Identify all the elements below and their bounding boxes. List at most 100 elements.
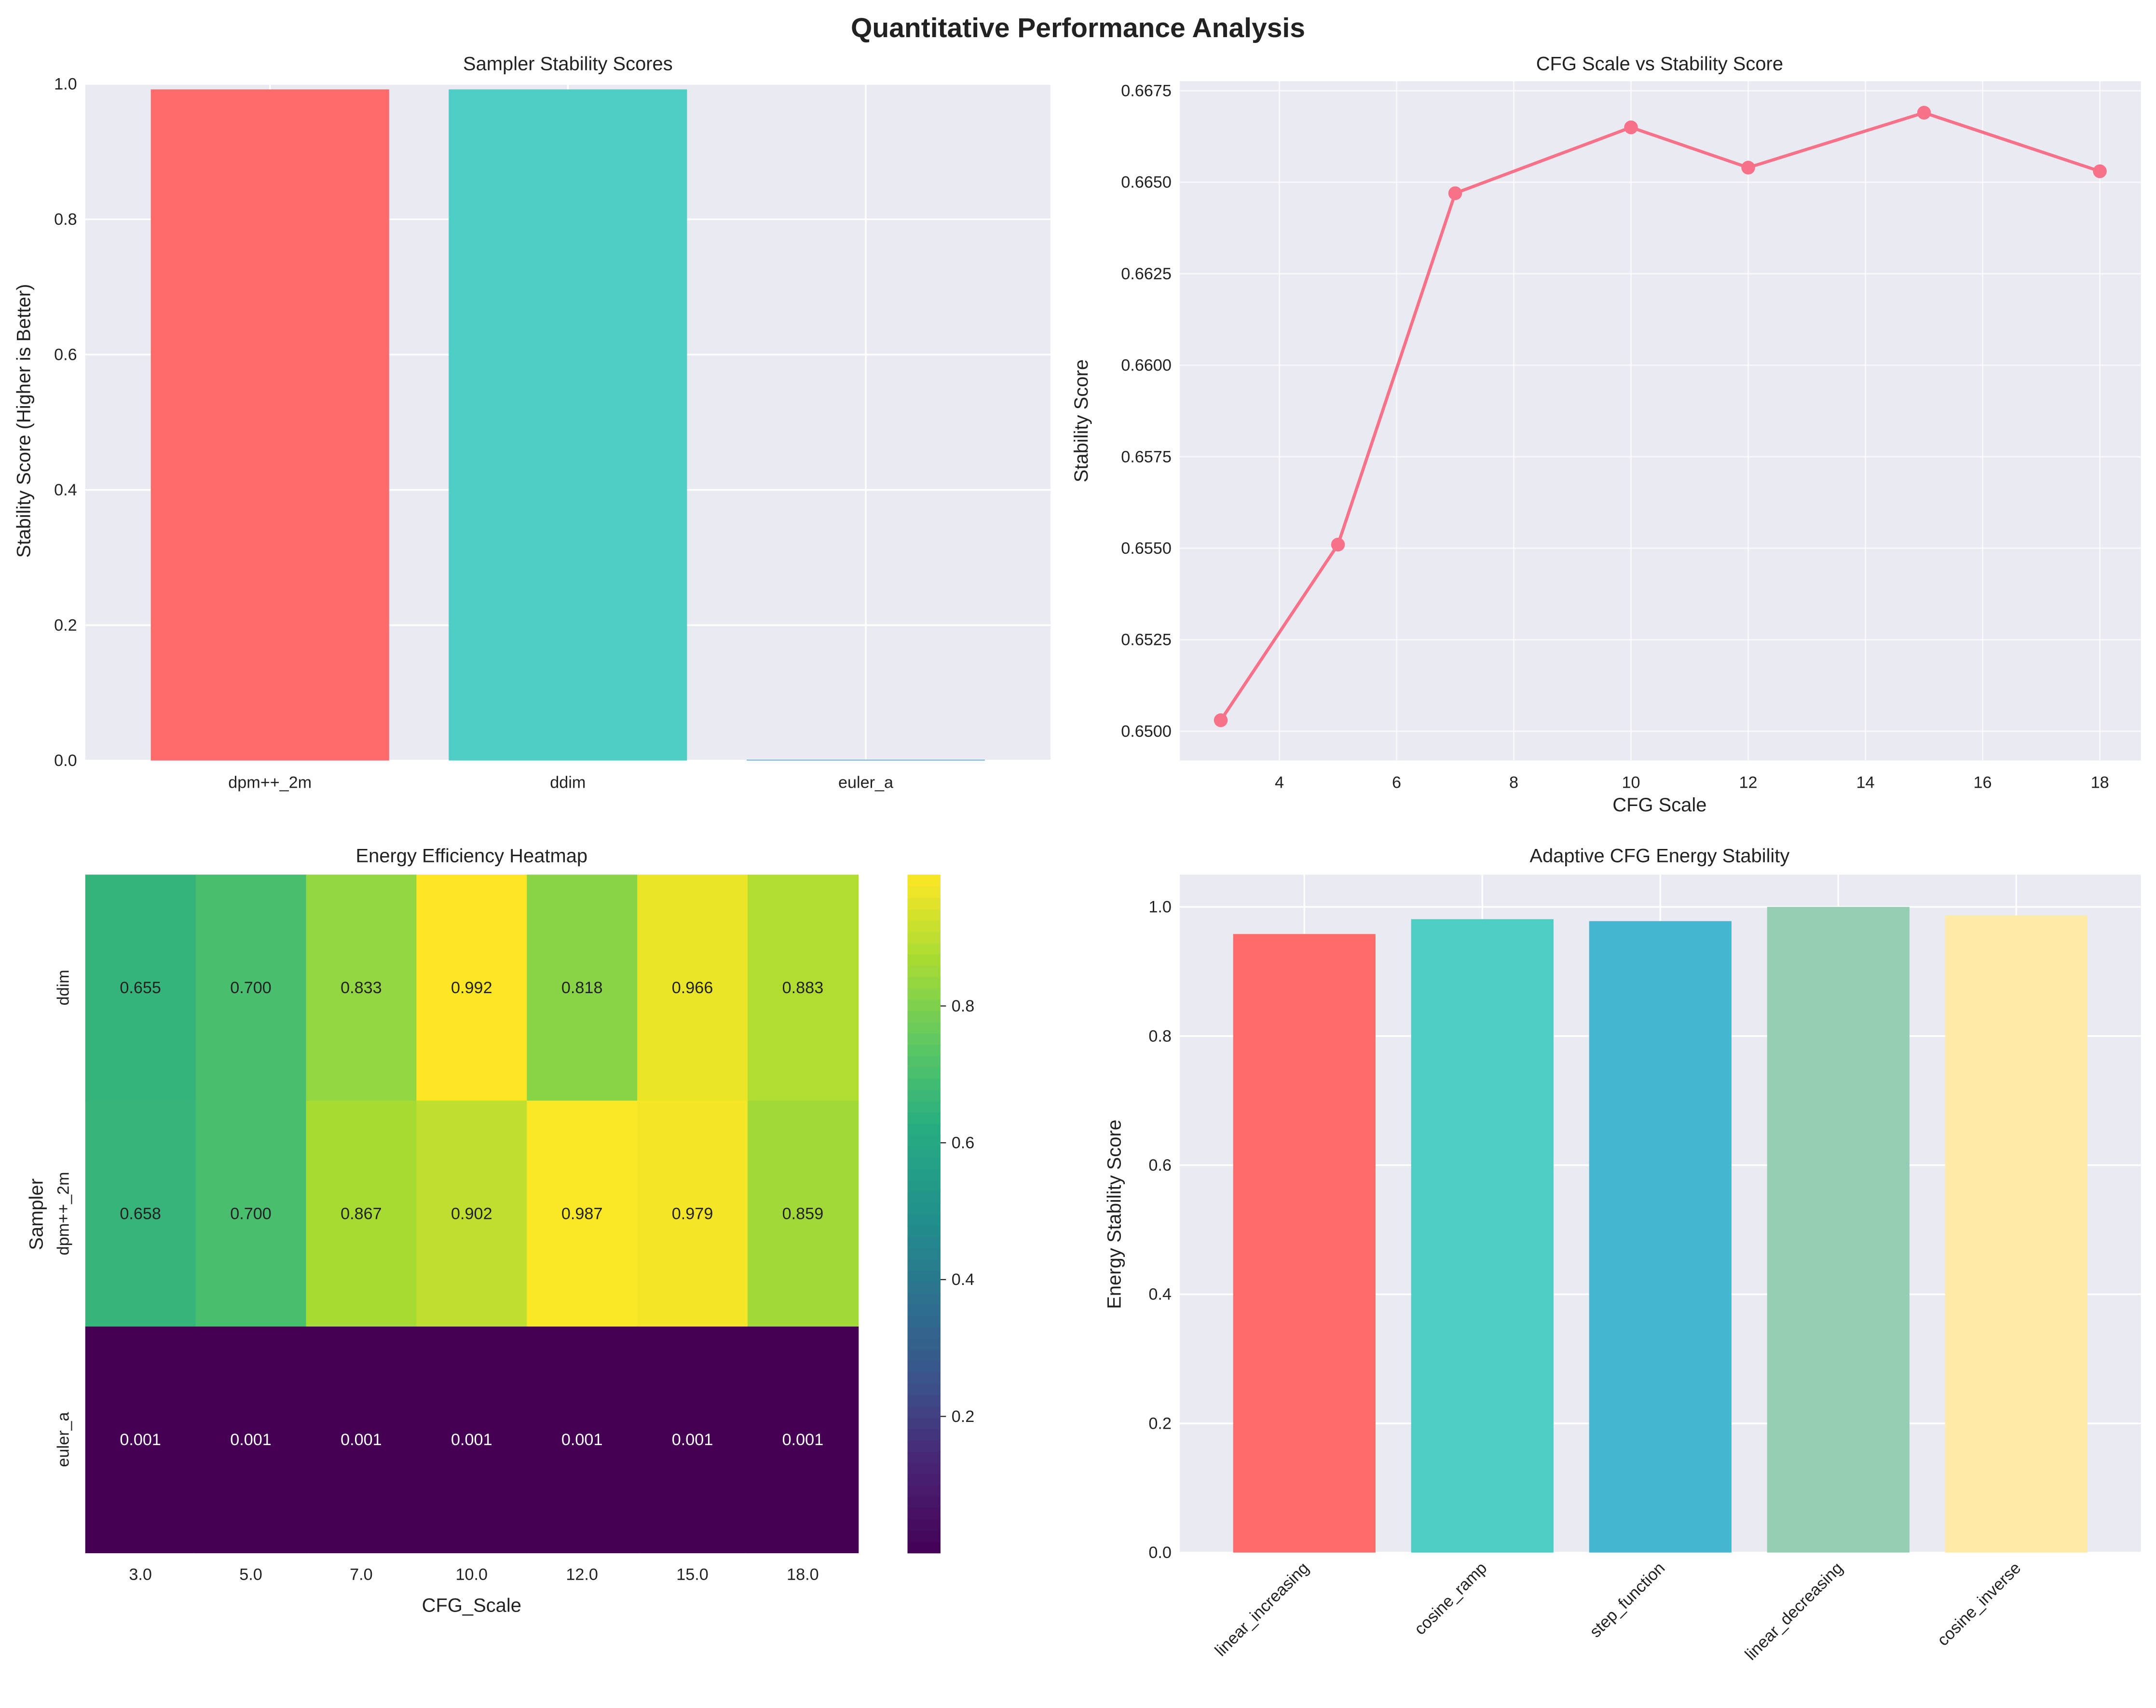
y-tick-label: 0.6600 — [1121, 356, 1172, 375]
colorbar-segment — [907, 1021, 941, 1034]
heatmap-cell — [195, 874, 307, 1102]
chart-title: CFG Scale vs Stability Score — [1536, 54, 1783, 75]
x-tick-label: 10.0 — [456, 1566, 488, 1584]
y-tick-label: 0.6 — [1148, 1156, 1172, 1175]
x-tick-label: 12 — [1739, 774, 1758, 792]
colorbar-segment — [907, 1496, 941, 1508]
colorbar-segment — [907, 1406, 941, 1418]
heatmap-cell — [416, 1100, 528, 1327]
data-point — [1917, 106, 1931, 120]
heatmap-cell — [306, 1326, 417, 1554]
colorbar-segment — [907, 1338, 941, 1350]
x-tick-label: ddim — [550, 774, 586, 792]
colorbar-segment — [907, 1100, 941, 1113]
x-tick-label: dpm++_2m — [228, 774, 312, 792]
x-axis-label: CFG Scale — [1612, 794, 1706, 816]
x-tick-label: euler_a — [838, 774, 894, 792]
heatmap-cell — [306, 1100, 417, 1327]
bar — [1767, 907, 1910, 1553]
cell-annotation: 0.902 — [451, 1204, 492, 1223]
bar — [1411, 919, 1554, 1553]
data-point — [1448, 186, 1462, 200]
y-axis-label: Stability Score (Higher is Better) — [14, 284, 35, 558]
colorbar-segment — [907, 1112, 941, 1124]
x-tick-label: 14 — [1856, 774, 1875, 792]
y-tick-label: 0.0 — [54, 752, 77, 770]
heatmap-cell — [195, 1100, 307, 1327]
colorbar-segment — [907, 1044, 941, 1056]
colorbar-segment — [907, 1304, 941, 1316]
colorbar-segment — [907, 1258, 941, 1271]
colorbar-segment — [907, 1179, 941, 1192]
colorbar-segment — [907, 919, 941, 932]
heatmap-cell — [85, 1326, 197, 1554]
colorbar-segment — [907, 1518, 941, 1531]
y-tick-label: 0.6550 — [1121, 539, 1172, 558]
cell-annotation: 0.992 — [451, 979, 492, 997]
x-tick-label: 4 — [1275, 774, 1284, 792]
colorbar-tick-label: 0.6 — [952, 1134, 975, 1152]
chart-title: Adaptive CFG Energy Stability — [1529, 846, 1789, 867]
colorbar-segment — [907, 1213, 941, 1226]
heatmap-cell — [527, 1326, 638, 1554]
colorbar-segment — [907, 931, 941, 943]
colorbar-segment — [907, 1134, 941, 1147]
x-tick-label: step_function — [1586, 1559, 1669, 1641]
cell-annotation: 0.001 — [782, 1431, 824, 1449]
colorbar-segment — [907, 1507, 941, 1520]
colorbar-segment — [907, 1123, 941, 1135]
figure-title: Quantitative Performance Analysis — [851, 13, 1305, 43]
colorbar-segment — [907, 1326, 941, 1339]
colorbar-segment — [907, 1417, 941, 1429]
bar — [150, 89, 389, 761]
cell-annotation: 0.655 — [120, 979, 161, 997]
adaptive-cfg-energy-chart: Energy Stability Score 0.0 0.2 0.4 0.6 0.8 1.… — [1104, 846, 2141, 1664]
y-tick-label: ddim — [55, 970, 73, 1005]
cell-annotation: 0.001 — [120, 1431, 161, 1449]
heatmap-cell — [637, 874, 749, 1102]
x-tick-label: 10 — [1622, 774, 1640, 792]
x-tick-label: cosine_inverse — [1934, 1559, 2024, 1650]
bar — [1945, 915, 2088, 1553]
colorbar-segment — [907, 1360, 941, 1373]
chart-title: Energy Efficiency Heatmap — [356, 846, 588, 867]
colorbar-tick-label: 0.8 — [952, 997, 975, 1015]
y-tick-label: 0.0 — [1148, 1544, 1172, 1562]
heatmap-cell — [637, 1326, 749, 1554]
colorbar-segment — [907, 1202, 941, 1215]
cell-annotation: 0.001 — [672, 1431, 713, 1449]
heatmap-cell — [416, 1326, 528, 1554]
bar — [1589, 921, 1732, 1553]
colorbar-segment — [907, 998, 941, 1011]
y-tick-label: 0.6650 — [1121, 173, 1172, 191]
y-tick-label: 0.6675 — [1121, 82, 1172, 100]
energy-efficiency-heatmap: CFG_Scale Sampler 0.655 0.700 0.833 0.992 0.… — [26, 846, 974, 1616]
x-tick-label: 16 — [1974, 774, 1992, 792]
colorbar-segment — [907, 1394, 941, 1407]
colorbar-segment — [907, 976, 941, 989]
cell-annotation: 0.859 — [782, 1204, 824, 1223]
cell-annotation: 0.700 — [230, 979, 272, 997]
heatmap-cell — [748, 874, 859, 1102]
heatmap-cell — [306, 874, 417, 1102]
y-axis-label: Stability Score — [1071, 359, 1092, 482]
colorbar-segment — [907, 1462, 941, 1475]
plot-area — [1179, 81, 2141, 761]
colorbar-segment — [907, 987, 941, 1000]
x-tick-label: 7.0 — [350, 1566, 373, 1584]
y-tick-label: 0.6 — [54, 346, 77, 364]
colorbar-segment — [907, 1146, 941, 1158]
y-tick-label: 0.8 — [1148, 1027, 1172, 1045]
heatmap-cell — [527, 874, 638, 1102]
colorbar-segment — [907, 942, 941, 955]
y-tick-label: 0.6625 — [1121, 265, 1172, 283]
colorbar-segment — [907, 897, 941, 910]
cell-annotation: 0.700 — [230, 1204, 272, 1223]
x-tick-label: 5.0 — [239, 1566, 262, 1584]
colorbar-segment — [907, 965, 941, 977]
colorbar-segment — [907, 908, 941, 921]
colorbar-segment — [907, 1281, 941, 1294]
data-point — [1214, 713, 1228, 727]
cfg-stability-line-chart: CFG Scale Stability Score 0.6500 0.6525 0.… — [1071, 54, 2141, 816]
